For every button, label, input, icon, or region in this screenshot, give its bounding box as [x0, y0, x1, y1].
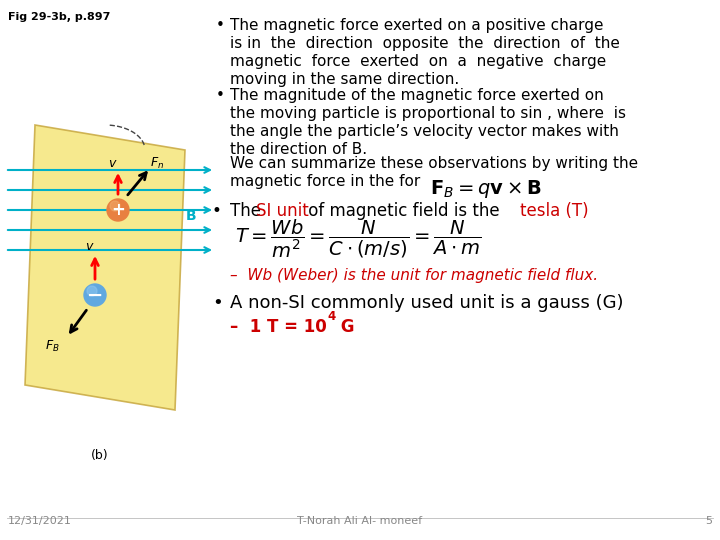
Text: is in  the  direction  opposite  the  direction  of  the: is in the direction opposite the directi…: [230, 36, 620, 51]
Text: tesla (T): tesla (T): [520, 202, 589, 220]
Text: $F_B$: $F_B$: [45, 339, 60, 354]
Text: (b): (b): [91, 449, 109, 462]
Text: –  Wb (Weber) is the unit for magnetic field flux.: – Wb (Weber) is the unit for magnetic fi…: [230, 268, 598, 283]
Text: of magnetic field is the: of magnetic field is the: [303, 202, 505, 220]
Text: $T = \dfrac{Wb}{m^2} = \dfrac{N}{C \cdot (m/s)} = \dfrac{N}{A \cdot m}$: $T = \dfrac{Wb}{m^2} = \dfrac{N}{C \cdot…: [235, 218, 482, 260]
Text: $v$: $v$: [108, 157, 117, 170]
Circle shape: [84, 284, 106, 306]
Text: The magnitude of the magnetic force exerted on: The magnitude of the magnetic force exer…: [230, 88, 604, 103]
Text: $v$: $v$: [85, 240, 94, 253]
Text: magnetic  force  exerted  on  a  negative  charge: magnetic force exerted on a negative cha…: [230, 54, 606, 69]
Text: We can summarize these observations by writing the: We can summarize these observations by w…: [230, 156, 638, 171]
Text: the angle the particle’s velocity vector makes with: the angle the particle’s velocity vector…: [230, 124, 619, 139]
Text: $\mathbf{F}_B = q\mathbf{v} \times \mathbf{B}$: $\mathbf{F}_B = q\mathbf{v} \times \math…: [430, 178, 541, 200]
Text: 12/31/2021: 12/31/2021: [8, 516, 72, 526]
Text: $F_n$: $F_n$: [150, 156, 164, 171]
Text: moving in the same direction.: moving in the same direction.: [230, 72, 459, 87]
Text: the moving particle is proportional to sin , where  is: the moving particle is proportional to s…: [230, 106, 626, 121]
Text: SI unit: SI unit: [256, 202, 309, 220]
Text: the direction of B.: the direction of B.: [230, 142, 367, 157]
Text: •: •: [216, 18, 225, 33]
Circle shape: [87, 286, 97, 296]
Text: 4: 4: [327, 310, 336, 323]
Text: magnetic force in the for: magnetic force in the for: [230, 174, 423, 189]
Text: −: −: [87, 286, 103, 305]
Text: •: •: [212, 294, 222, 312]
Text: •: •: [212, 202, 222, 220]
Circle shape: [107, 199, 129, 221]
Text: A non-SI commonly used unit is a gauss (G): A non-SI commonly used unit is a gauss (…: [230, 294, 624, 312]
Polygon shape: [25, 125, 185, 410]
Text: The: The: [230, 202, 266, 220]
Text: –  1 T = 10: – 1 T = 10: [230, 318, 327, 336]
Text: •: •: [216, 88, 225, 103]
Text: The magnetic force exerted on a positive charge: The magnetic force exerted on a positive…: [230, 18, 603, 33]
Text: T-Norah Ali Al- moneef: T-Norah Ali Al- moneef: [297, 516, 423, 526]
Text: 5: 5: [705, 516, 712, 526]
Text: Fig 29-3b, p.897: Fig 29-3b, p.897: [8, 12, 110, 22]
Text: +: +: [111, 201, 125, 219]
Circle shape: [110, 201, 120, 211]
Text: G: G: [335, 318, 354, 336]
Text: $\mathbf{B}$: $\mathbf{B}$: [185, 209, 197, 223]
